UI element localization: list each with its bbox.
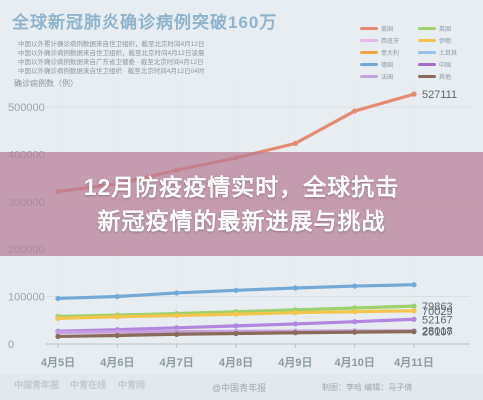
- logo-youth-net: 中青网: [118, 380, 146, 390]
- data-point: [174, 331, 180, 337]
- credit-label: 制图：李晗 编辑：马子倩: [322, 383, 413, 392]
- data-point: [55, 295, 61, 302]
- legend-swatch: [360, 75, 378, 78]
- data-label: 52167: [422, 314, 453, 326]
- data-label: 70029: [422, 306, 453, 318]
- data-point: [114, 332, 120, 339]
- data-point: [411, 282, 417, 288]
- legend-item: 意大利: [360, 48, 414, 57]
- legend-item: 伊朗: [418, 36, 472, 45]
- headline-line-1: 12月防疫疫情实时，全球抗击: [83, 174, 400, 200]
- legend-swatch: [418, 75, 436, 78]
- data-point: [55, 333, 61, 340]
- data-point: [292, 310, 298, 316]
- y-axis-unit-label: 确诊病例数（例）: [14, 79, 78, 88]
- data-label: 26107: [422, 327, 453, 339]
- data-point: [233, 311, 239, 317]
- data-point: [233, 330, 239, 337]
- legend-item: 法国: [360, 72, 414, 81]
- data-point: [352, 319, 358, 325]
- legend-label: 西班牙: [381, 39, 400, 45]
- legend-label: 德国: [381, 63, 394, 69]
- subtitle-line-2: 中国以外确诊病例数据来自世卫组织，截至北京时间4月12日凌晨: [18, 50, 205, 57]
- legend-swatch: [418, 27, 436, 30]
- data-point: [174, 312, 180, 319]
- legend-item: 西班牙: [360, 36, 414, 45]
- data-point: [352, 309, 358, 315]
- legend-label: 英国: [439, 27, 452, 33]
- data-point: [114, 314, 120, 320]
- x-tick-label: 4月9日: [278, 356, 312, 369]
- data-point: [352, 283, 358, 289]
- legend-swatch: [360, 27, 378, 30]
- subtitle-line-1: 中国以外累计确诊病例数据来自世卫组织，截至北京时间4月12日: [18, 41, 205, 48]
- footer-bar: [0, 374, 483, 400]
- legend-swatch: [418, 51, 436, 54]
- x-tick-label: 4月10日: [334, 356, 374, 369]
- legend-swatch: [418, 63, 436, 66]
- x-tick-label: 4月7日: [160, 356, 194, 369]
- legend-swatch: [360, 63, 378, 66]
- chart-legend: 美国 英国 西班牙 伊朗 意大利 土耳其 德国 中国 法国 其他: [360, 24, 472, 81]
- data-point: [292, 321, 298, 327]
- logo-china-youth-daily: 中国青年报: [14, 380, 60, 390]
- data-point: [292, 330, 298, 336]
- x-tick-label: 4月6日: [100, 356, 134, 369]
- legend-label: 中国: [439, 63, 452, 69]
- legend-label: 伊朗: [439, 39, 452, 45]
- data-point: [411, 91, 417, 97]
- data-point: [174, 290, 180, 296]
- legend-swatch: [360, 51, 378, 54]
- legend-label: 其他: [439, 75, 452, 81]
- legend-swatch: [360, 39, 378, 42]
- subtitle-line-3: 中国以外确诊病例数据来自广东省卫健委 · 截至北京时间4月12日: [18, 59, 204, 66]
- legend-swatch: [418, 39, 436, 42]
- legend-label: 法国: [381, 75, 394, 81]
- data-label: 28018: [422, 326, 453, 338]
- x-tick-label: 4月5日: [41, 356, 75, 369]
- chart-title: 全球新冠肺炎确诊病例突破160万: [12, 13, 278, 32]
- y-tick-label: 0: [8, 339, 14, 351]
- legend-item: 英国: [418, 24, 472, 33]
- x-tick-label: 4月11日: [394, 356, 434, 369]
- data-point: [411, 308, 417, 314]
- legend-label: 美国: [381, 27, 394, 33]
- data-point: [233, 287, 239, 293]
- legend-item: 其他: [418, 72, 472, 81]
- data-label: 79863: [422, 301, 453, 313]
- data-point: [174, 325, 180, 331]
- data-point: [352, 329, 358, 335]
- data-point: [411, 316, 417, 322]
- subtitle-line-4: 中国以外确诊病例数据来自世卫组织 · 截至北京时间4月12日04时: [18, 68, 205, 75]
- logo-youth-online: 中青在线: [70, 380, 107, 390]
- legend-label: 意大利: [381, 51, 400, 57]
- legend-item: 土耳其: [418, 48, 472, 57]
- legend-item: 德国: [360, 60, 414, 69]
- data-point: [352, 305, 358, 311]
- data-point: [411, 329, 417, 335]
- data-label: 527111: [422, 89, 457, 101]
- legend-item: 美国: [360, 24, 414, 33]
- data-point: [352, 108, 358, 114]
- data-point: [55, 315, 61, 321]
- data-point: [292, 140, 298, 146]
- data-point: [114, 293, 120, 300]
- headline-banner: 12月防疫疫情实时，全球抗击 新冠疫情的最新进展与挑战: [0, 152, 483, 256]
- data-point: [233, 323, 239, 329]
- legend-label: 土耳其: [439, 51, 458, 57]
- y-tick-label: 500000: [8, 102, 45, 114]
- data-point: [292, 285, 298, 291]
- y-tick-label: 100000: [8, 292, 45, 304]
- source-label: @中国青年报: [212, 383, 267, 393]
- headline-line-2: 新冠疫情的最新进展与挑战: [97, 208, 386, 234]
- data-point: [55, 329, 61, 335]
- data-point: [411, 303, 417, 309]
- x-tick-label: 4月8日: [219, 356, 253, 369]
- legend-item: 中国: [418, 60, 472, 69]
